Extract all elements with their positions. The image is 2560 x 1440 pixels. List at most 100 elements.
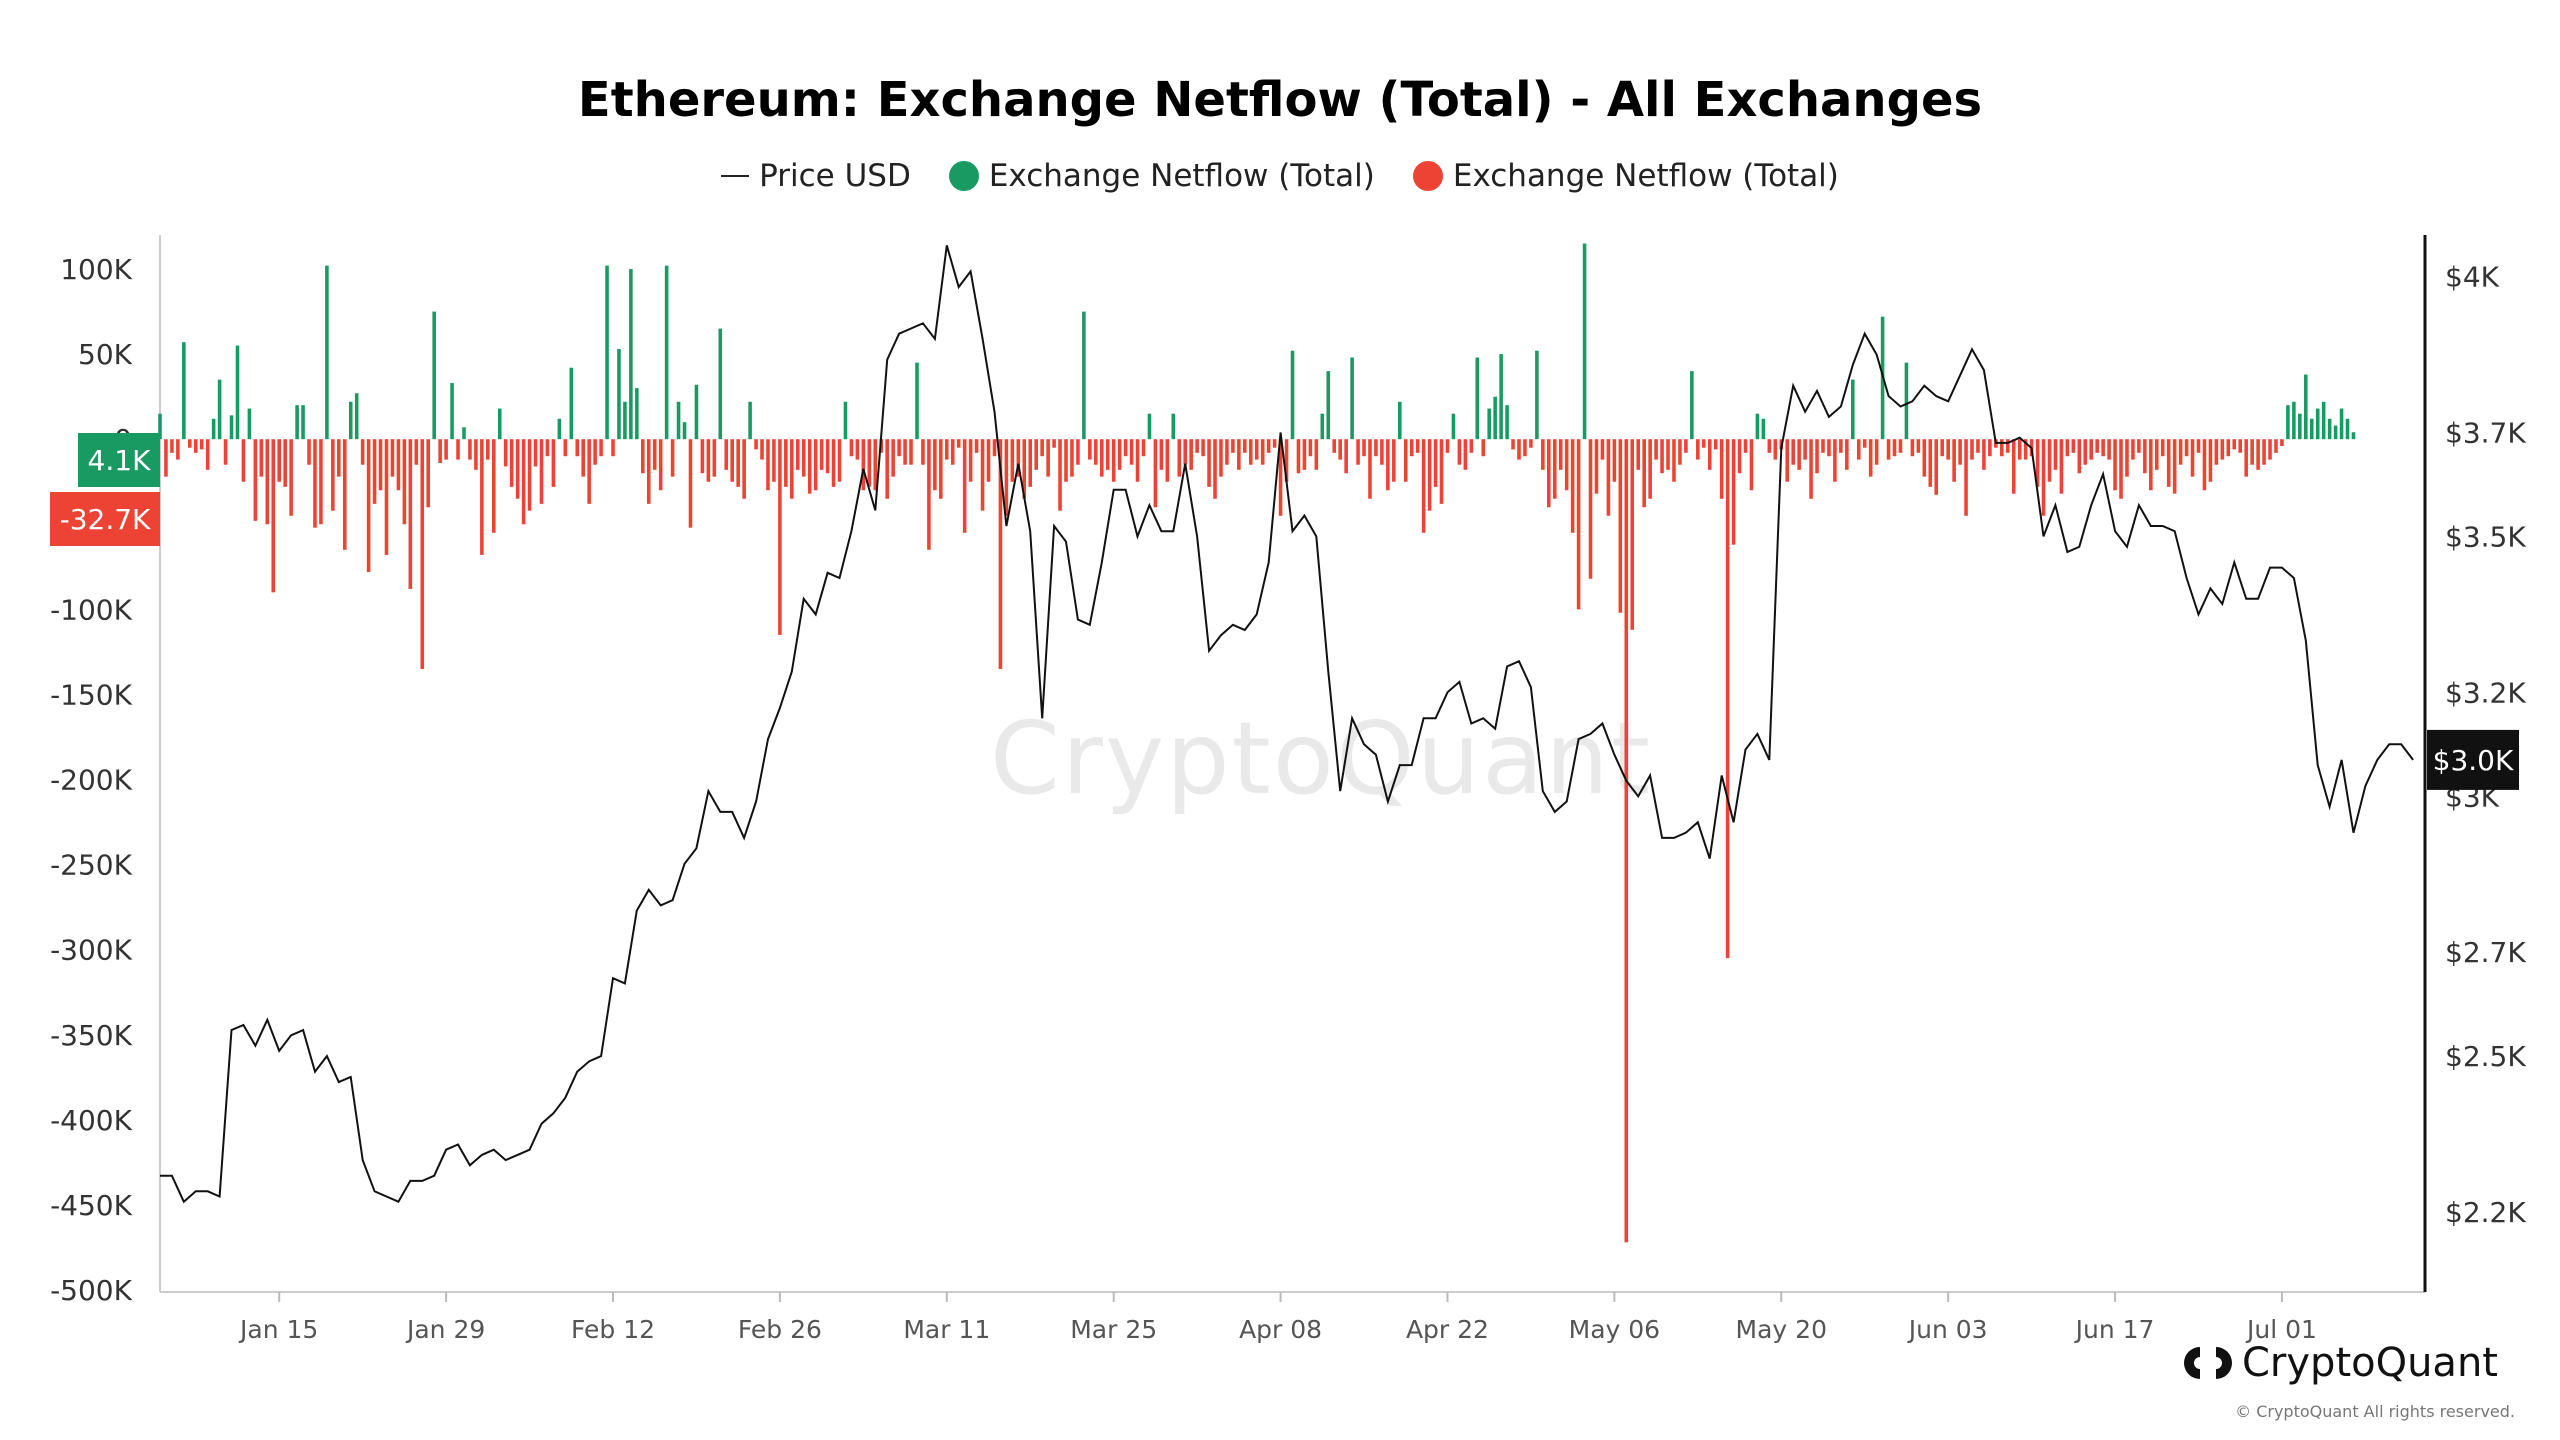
outflow-bar (670, 439, 675, 477)
outflow-bar (861, 439, 866, 491)
left-tick-label: -450K (50, 1189, 133, 1222)
last-price-badge-bg (2427, 729, 2519, 790)
outflow-bar (1618, 439, 1623, 613)
outflow-bar (1862, 439, 1867, 448)
copyright-text: © CryptoQuant All rights reserved. (2235, 1402, 2515, 1421)
left-tick-label: -300K (50, 934, 133, 967)
outflow-bar (480, 439, 484, 555)
inflow-bar (605, 265, 609, 440)
legend-item-price[interactable]: Price USD (721, 158, 911, 194)
outflow-bar (1064, 439, 1068, 482)
outflow-bar (980, 439, 985, 511)
x-tick-label: Jan 29 (405, 1315, 485, 1344)
legend-item-outflow[interactable]: Exchange Netflow (Total) (1412, 158, 1839, 194)
outflow-bar (1547, 439, 1551, 508)
inflow-bar (557, 418, 562, 440)
outflow-bar (1165, 439, 1170, 482)
outflow-bar (426, 439, 431, 508)
outflow-bar (1296, 439, 1301, 474)
outflow-bar (772, 439, 776, 482)
green-dot-icon (948, 161, 979, 191)
outflow-bar (1386, 439, 1390, 491)
inflow-bar (1690, 371, 1694, 440)
outflow-bar (730, 439, 734, 482)
outflow-bar (2280, 439, 2284, 446)
outflow-bar (2131, 439, 2135, 460)
outflow-bar (1874, 439, 1879, 465)
outflow-bar (1737, 439, 1742, 474)
outflow-bar (396, 439, 401, 491)
outflow-bar (1696, 439, 1700, 460)
inflow-bar (2339, 408, 2344, 440)
outflow-bar (1445, 439, 1450, 453)
left-tick-label: 100K (60, 253, 132, 286)
outflow-bar (1910, 439, 1915, 457)
outflow-bar (1088, 439, 1092, 460)
inflow-bar (348, 401, 353, 440)
outflow-bar (784, 439, 788, 487)
outflow-bar (241, 439, 246, 482)
outflow-bar (658, 439, 663, 491)
left-tick-label: -400K (50, 1104, 133, 1137)
outflow-bar (1541, 439, 1545, 470)
outflow-bar (2172, 439, 2177, 494)
outflow-bar (259, 439, 264, 477)
outflow-bar (539, 439, 544, 504)
outflow-bar (164, 439, 168, 477)
outflow-bar (1004, 439, 1009, 516)
outflow-bar (1654, 439, 1658, 460)
outflow-bar (1225, 439, 1229, 465)
outflow-bar (849, 439, 854, 457)
outflow-bar (1040, 439, 1044, 457)
outflow-bar (1094, 439, 1098, 465)
inflow-bar (2304, 374, 2308, 440)
outflow-bar (1284, 439, 1289, 482)
inflow-bar (247, 408, 252, 440)
inflow-bar (2292, 401, 2296, 440)
outflow-bar (1886, 439, 1891, 460)
x-tick-label: May 06 (1569, 1315, 1660, 1344)
legend-item-inflow[interactable]: Exchange Netflow (Total) (948, 158, 1375, 194)
last-inflow-badge-text: 4.1K (88, 444, 152, 477)
outflow-bar (444, 439, 448, 460)
outflow-bar (2125, 439, 2129, 477)
outflow-bar (1600, 439, 1605, 460)
outflow-bar (885, 439, 889, 499)
outflow-bar (2023, 439, 2028, 460)
outflow-bar (2238, 439, 2243, 453)
outflow-bar (360, 439, 365, 465)
outflow-bar (468, 439, 472, 460)
inflow-bar (1171, 413, 1176, 440)
outflow-bar (1594, 439, 1599, 494)
inflow-bar (915, 362, 919, 440)
outflow-bar (1183, 439, 1187, 465)
x-tick-label: Jun 03 (1907, 1315, 1988, 1344)
outflow-bar (1260, 439, 1265, 465)
inflow-bar (450, 383, 454, 440)
outflow-bar (1719, 439, 1724, 499)
outflow-bar (1153, 439, 1158, 508)
outflow-bar (2095, 439, 2099, 453)
outflow-bar (2232, 439, 2237, 450)
outflow-bar (1529, 439, 1533, 448)
outflow-bar (253, 439, 258, 521)
legend-price-label: Price USD (759, 158, 911, 194)
outflow-bar (1028, 439, 1033, 487)
inflow-bar (718, 328, 723, 440)
inflow-bar (1451, 413, 1456, 440)
outflow-bar (1678, 439, 1682, 465)
outflow-bar (2119, 439, 2123, 499)
inflow-bar (676, 401, 681, 440)
outflow-bar (1713, 439, 1718, 450)
outflow-bar (1481, 439, 1486, 457)
outflow-bar (1940, 439, 1944, 457)
outflow-bar (2244, 439, 2248, 477)
outflow-bar (1833, 439, 1837, 482)
inflow-bar (1493, 396, 1497, 440)
outflow-bar (1195, 439, 1199, 453)
outflow-bar (1052, 439, 1056, 448)
outflow-bar (1821, 439, 1825, 453)
outflow-bar (1105, 439, 1110, 470)
outflow-bar (1409, 439, 1414, 457)
